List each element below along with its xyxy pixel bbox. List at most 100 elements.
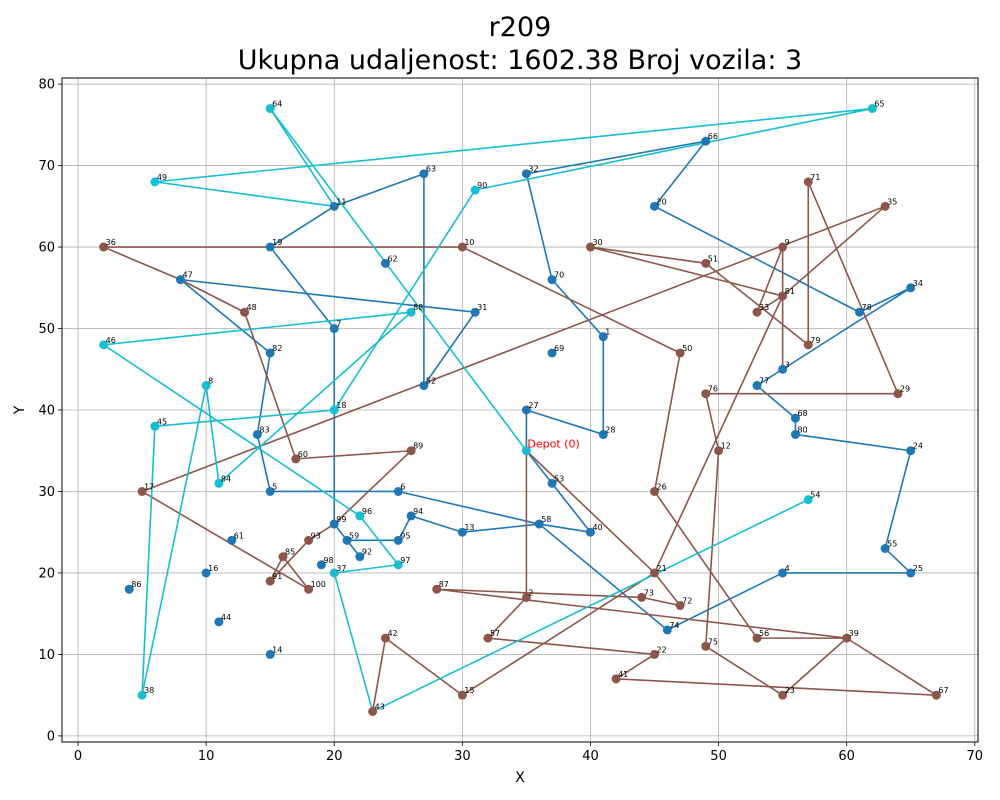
- point-label: 12: [721, 442, 731, 451]
- point-label: 9: [785, 238, 790, 247]
- point-label: 2: [528, 588, 533, 597]
- chart-title: r209: [489, 12, 552, 43]
- customer-point: [355, 552, 365, 562]
- customer-point: [201, 568, 211, 578]
- point-label: 24: [913, 442, 923, 451]
- point-label: 42: [387, 629, 397, 638]
- point-label: 30: [592, 238, 602, 247]
- x-tick-label: 40: [582, 749, 599, 764]
- point-label: 50: [682, 344, 692, 353]
- customer-point: [329, 568, 339, 578]
- route-line-2: [371, 450, 938, 712]
- customer-point: [329, 405, 339, 415]
- point-label: 5: [272, 482, 277, 491]
- customer-point: [457, 690, 467, 700]
- customer-point: [457, 242, 467, 252]
- customer-point: [419, 169, 429, 179]
- customer-point: [778, 690, 788, 700]
- route-line-4: [102, 107, 874, 713]
- point-label: 39: [849, 629, 859, 638]
- customer-point: [265, 576, 275, 586]
- customer-point: [265, 649, 275, 659]
- customer-point: [778, 242, 788, 252]
- point-label: 40: [592, 523, 602, 532]
- customer-point: [278, 552, 288, 562]
- customer-point: [137, 486, 147, 496]
- point-label: 33: [759, 303, 769, 312]
- point-label: 20: [657, 197, 667, 206]
- point-label: 90: [477, 181, 487, 190]
- point-label: 38: [144, 686, 154, 695]
- customer-point: [701, 641, 711, 651]
- point-label: 41: [618, 670, 628, 679]
- point-label: 28: [605, 425, 615, 434]
- x-tick-label: 30: [454, 749, 471, 764]
- customer-point: [778, 291, 788, 301]
- customer-point: [124, 584, 134, 594]
- customer-point: [393, 535, 403, 545]
- point-label: 64: [272, 100, 282, 109]
- customer-point: [752, 307, 762, 317]
- x-tick-label: 20: [326, 749, 343, 764]
- point-label: 59: [349, 531, 359, 540]
- x-tick-label: 50: [710, 749, 727, 764]
- grid: [62, 78, 978, 742]
- customer-point: [329, 519, 339, 529]
- point-label: 92: [362, 548, 372, 557]
- depot-label: Depot (0): [527, 438, 579, 451]
- customer-point: [701, 389, 711, 399]
- point-label: 7: [336, 320, 341, 329]
- point-label: 81: [785, 287, 795, 296]
- customer-point: [880, 544, 890, 554]
- point-label: 96: [362, 507, 372, 516]
- customer-point: [201, 381, 211, 391]
- customer-point: [355, 511, 365, 521]
- point-label: 55: [887, 540, 897, 549]
- customer-point: [380, 258, 390, 268]
- point-label: 63: [426, 165, 436, 174]
- point-label: 16: [208, 564, 218, 573]
- customer-point: [176, 275, 186, 285]
- customer-point: [611, 674, 621, 684]
- point-label: 75: [708, 637, 718, 646]
- point-label: 32: [528, 165, 538, 174]
- point-label: 58: [541, 515, 551, 524]
- customer-point: [675, 348, 685, 358]
- point-label: 17: [144, 482, 154, 491]
- point-label: 67: [938, 686, 948, 695]
- customer-point: [547, 275, 557, 285]
- point-label: 85: [285, 548, 295, 557]
- point-label: 89: [413, 442, 423, 451]
- y-tick-label: 30: [38, 485, 55, 500]
- point-label: 36: [106, 238, 116, 247]
- customer-point: [368, 706, 378, 716]
- customer-point: [150, 177, 160, 187]
- customer-point: [650, 649, 660, 659]
- customer-point: [329, 324, 339, 334]
- point-label: 22: [657, 645, 667, 654]
- customer-point: [906, 283, 916, 293]
- point-label: 78: [861, 303, 871, 312]
- point-label: 88: [413, 303, 423, 312]
- point-label: 56: [759, 629, 769, 638]
- point-label: 72: [682, 597, 692, 606]
- point-label: 57: [490, 629, 500, 638]
- point-label: 10: [464, 238, 474, 247]
- customer-point: [534, 519, 544, 529]
- point-label: 45: [157, 417, 167, 426]
- point-label: 73: [644, 588, 654, 597]
- point-label: 52: [426, 377, 436, 386]
- customer-point: [803, 177, 813, 187]
- point-label: 23: [785, 686, 795, 695]
- customer-point: [803, 340, 813, 350]
- x-ticks: 0 10 20 30 40 50 60 70: [74, 742, 983, 764]
- point-label: 69: [554, 344, 564, 353]
- point-label: 18: [336, 401, 346, 410]
- x-tick-label: 60: [838, 749, 855, 764]
- point-label: 29: [900, 385, 910, 394]
- customer-point: [240, 307, 250, 317]
- customer-point: [598, 332, 608, 342]
- point-label: 44: [221, 613, 231, 622]
- point-label: 21: [657, 564, 667, 573]
